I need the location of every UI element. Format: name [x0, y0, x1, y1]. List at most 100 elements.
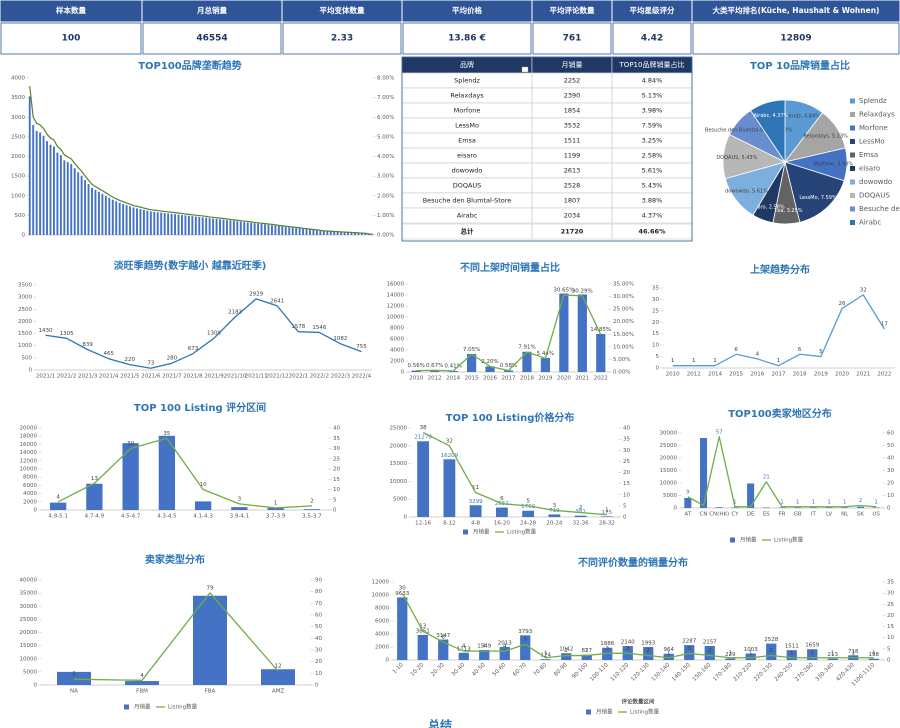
x-tick-label: 2019 — [814, 372, 828, 378]
bar — [766, 643, 777, 660]
bar — [319, 230, 322, 235]
y-tick-label: 12000 — [372, 580, 390, 586]
data-label: 1 — [692, 358, 696, 364]
y2-tick-label: 50 — [887, 443, 894, 449]
line — [416, 294, 602, 372]
kpi-label: 平均价格 — [452, 5, 482, 15]
legend-swatch — [850, 206, 855, 212]
legend-swatch — [586, 709, 591, 715]
bar — [503, 370, 514, 372]
bar — [305, 229, 308, 235]
chart-title: TOP 10品牌销量占比 — [750, 59, 850, 72]
y2-tick-label: 0 — [333, 508, 337, 514]
y2-tick-label: 0 — [315, 683, 319, 689]
x-tick-label: 28-32 — [599, 521, 615, 527]
bar — [158, 435, 176, 510]
bar — [49, 502, 67, 510]
y-tick-label: 500 — [22, 355, 33, 361]
bar — [167, 213, 170, 235]
y2-tick-label: 3.00% — [377, 174, 394, 180]
y2-tick-label: 50 — [315, 624, 322, 630]
data-label: 38 — [420, 425, 427, 431]
legend-swatch — [124, 704, 129, 710]
data-label: 1309 — [207, 331, 221, 337]
data-label: 1549 — [477, 643, 491, 649]
y2-tick-label: 10.00% — [613, 344, 634, 350]
table-text: 1199 — [564, 152, 581, 160]
legend-swatch — [850, 166, 855, 171]
y2-tick-label: 35 — [887, 580, 894, 586]
data-label: 1 — [827, 499, 831, 505]
chart-title: TOP 100 Listing 评分区间 — [134, 401, 266, 414]
x-tick-label: 2014 — [708, 372, 722, 378]
data-label: 1113 — [457, 646, 471, 652]
y-tick-label: 10000 — [372, 593, 390, 599]
y2-tick-label: 10 — [623, 492, 630, 498]
table-total: 21720 — [561, 228, 584, 236]
bar — [132, 207, 135, 235]
x-tick-label: 2021/12 — [266, 374, 289, 380]
x-tick-label: 2019 — [538, 376, 552, 382]
y2-tick-label: 4.00% — [377, 154, 394, 160]
y-tick-label: 10 — [652, 343, 659, 349]
kpi-cell — [692, 22, 900, 55]
chart-title: 卖家类型分布 — [145, 553, 205, 566]
table-total: 46.66% — [638, 228, 666, 236]
x-tick-label: 2021/6 — [141, 374, 161, 380]
y2-tick-label: 35.00% — [613, 282, 634, 288]
table-text: 7.59% — [642, 122, 663, 130]
x-tick-label: 4.3-4.5 — [157, 514, 177, 520]
y-tick-label: 0 — [34, 508, 38, 514]
bar — [219, 219, 221, 235]
table-text: dowowdo — [452, 167, 483, 175]
bar — [264, 224, 266, 235]
bar — [522, 351, 532, 372]
bar — [59, 155, 62, 235]
y2-tick-label: 30 — [887, 591, 894, 597]
chart-title: 不同上架时间销量占比 — [460, 261, 560, 274]
x-tick-label: ES — [763, 512, 770, 518]
y2-tick-label: 40 — [333, 426, 340, 432]
data-label: 79 — [207, 585, 214, 591]
data-label: 14.85% — [590, 327, 611, 333]
bar — [39, 132, 42, 235]
bar — [745, 653, 756, 660]
x-tick-label: FBM — [136, 689, 148, 695]
bar — [872, 507, 880, 508]
y-tick-label: 25000 — [390, 426, 408, 432]
x-tick-label: 2016 — [750, 372, 764, 378]
legend-swatch — [850, 112, 855, 117]
data-label: 2929 — [249, 291, 263, 297]
kpi-value: 13.86 € — [448, 34, 486, 44]
y2-tick-label: 20 — [623, 470, 630, 476]
x-tick-label: 2021/2 — [57, 374, 76, 380]
y2-tick-label: 15.00% — [613, 332, 634, 338]
data-label: 3 — [553, 503, 557, 509]
y2-tick-label: 0.00% — [613, 370, 630, 376]
table-header: 月销量 — [562, 60, 583, 69]
y-tick-label: 18000 — [20, 434, 38, 440]
bar — [747, 483, 755, 508]
y2-tick-label: 30 — [315, 648, 322, 654]
table-text: 3.98% — [642, 107, 663, 115]
legend-label: eisaro — [859, 165, 880, 173]
legend-label: 月销量 — [740, 536, 757, 544]
table-frame — [401, 56, 693, 242]
data-label: 8 — [442, 635, 446, 641]
data-label: 10 — [200, 482, 207, 488]
data-label: 673 — [188, 346, 199, 352]
line — [401, 592, 874, 659]
data-label: 7.05% — [463, 347, 480, 353]
bar — [596, 333, 606, 372]
y2-tick-label: 30 — [623, 448, 630, 454]
bar — [181, 214, 183, 235]
legend-label: Listing数量 — [630, 708, 660, 716]
bar — [430, 370, 440, 372]
y-tick-label: 6000 — [375, 619, 389, 625]
y-tick-label: 2000 — [18, 319, 32, 325]
y2-tick-label: 25 — [887, 602, 894, 608]
y2-tick-label: 35 — [623, 437, 630, 443]
y-tick-label: 16000 — [20, 442, 38, 448]
x-tick-label: NA — [70, 689, 78, 695]
